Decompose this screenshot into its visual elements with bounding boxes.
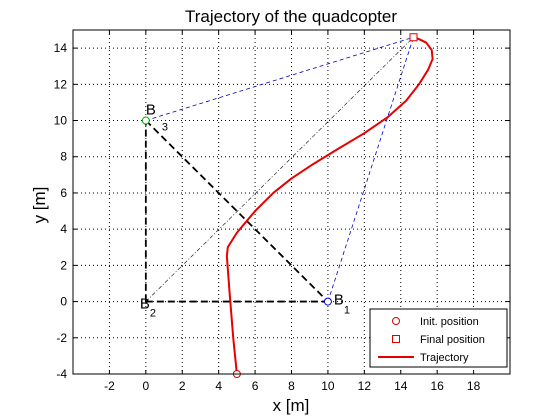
legend-circle-icon bbox=[392, 317, 400, 325]
node-subscript-b2: 2 bbox=[150, 308, 156, 320]
legend: Init. position Final position Trajectory bbox=[369, 308, 508, 368]
link-lines bbox=[144, 36, 414, 303]
legend-entry-label: Final position bbox=[420, 334, 485, 346]
blue-link-line bbox=[145, 36, 414, 121]
x-tick-label: 12 bbox=[358, 379, 372, 393]
x-tick-label: 8 bbox=[288, 379, 295, 393]
legend-square-icon bbox=[392, 335, 400, 343]
node-subscript-b3: 3 bbox=[162, 122, 168, 134]
y-axis-label: y [m] bbox=[30, 187, 49, 224]
x-tick-label: 6 bbox=[252, 379, 259, 393]
y-tick-label: 2 bbox=[60, 258, 67, 272]
trajectory-line bbox=[225, 36, 434, 375]
blue-link-line bbox=[327, 37, 414, 302]
y-tick-label: 0 bbox=[60, 295, 67, 309]
x-tick-label: 10 bbox=[321, 379, 335, 393]
y-tick-label: -4 bbox=[56, 367, 67, 381]
x-tick-label: 0 bbox=[142, 379, 149, 393]
node-label-b1: B bbox=[334, 292, 344, 309]
b3-marker bbox=[141, 116, 150, 125]
node-label-b2: B bbox=[140, 296, 150, 313]
thin-link-line bbox=[145, 37, 414, 302]
x-tick-label: 2 bbox=[179, 379, 186, 393]
b1-marker bbox=[323, 297, 332, 306]
x-tick-label: 16 bbox=[430, 379, 444, 393]
x-tick-label: 14 bbox=[394, 379, 408, 393]
node-subscript-b1: 1 bbox=[344, 305, 350, 317]
y-tick-label: 4 bbox=[60, 222, 67, 236]
x-tick-label: 18 bbox=[467, 379, 481, 393]
x-tick-label: 4 bbox=[215, 379, 222, 393]
x-axis-label: x [m] bbox=[273, 396, 310, 415]
y-tick-label: 12 bbox=[54, 77, 68, 91]
legend-entry-label: Trajectory bbox=[420, 352, 469, 364]
y-tick-label: 8 bbox=[60, 150, 67, 164]
trajectory-layer bbox=[225, 36, 434, 375]
y-tick-label: -2 bbox=[56, 331, 67, 345]
legend-entry-label: Init. position bbox=[420, 316, 479, 328]
y-tick-label: 6 bbox=[60, 186, 67, 200]
node-label-b3: B bbox=[146, 102, 156, 119]
position-markers bbox=[141, 33, 418, 378]
x-tick-label: -2 bbox=[104, 379, 115, 393]
y-tick-label: 10 bbox=[54, 114, 68, 128]
y-tick-label: 14 bbox=[54, 41, 68, 55]
black-link-line bbox=[145, 119, 329, 303]
final-position-marker bbox=[409, 33, 418, 42]
chart-title: Trajectory of the quadcopter bbox=[185, 7, 397, 26]
